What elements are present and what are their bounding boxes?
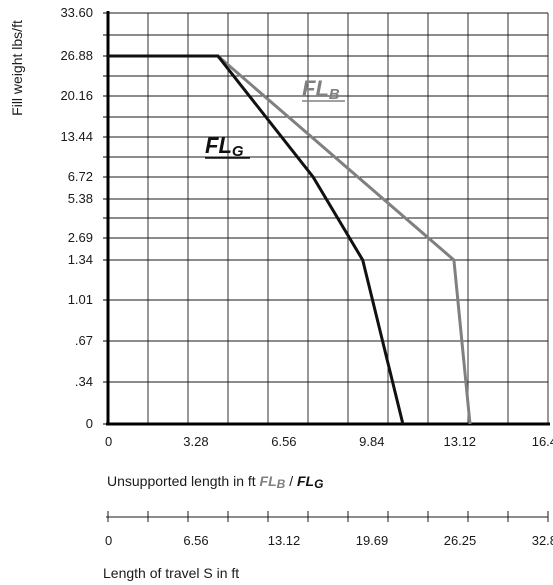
series-label-flg-sub: G <box>232 143 244 160</box>
y-tick-label: 26.88 <box>60 48 93 63</box>
x-tick-label: 9.84 <box>359 434 384 449</box>
series-label-flb: FLB <box>302 76 345 103</box>
secondary-tick-label: 19.69 <box>356 533 389 548</box>
x-tick-labels: 0 3.28 6.56 9.84 13.12 16.41 <box>105 434 553 449</box>
y-tick-label: 20.16 <box>60 88 93 103</box>
y-tick-labels: 33.60 26.88 20.16 13.44 6.72 5.38 2.69 1.34 1.01… <box>60 5 93 431</box>
x-tick-label: 6.56 <box>271 434 296 449</box>
x-axis-title-prefix: Unsupported length in ft <box>107 473 256 489</box>
y-tick-label: 5.38 <box>68 191 93 206</box>
series-line-flb <box>108 54 472 425</box>
y-tick-label: 0 <box>86 416 93 431</box>
plot-grid <box>103 11 550 426</box>
x-tick-label: 0 <box>105 434 112 449</box>
x-axis-title-flg: FLG <box>297 473 323 491</box>
svg-text:FLB: FLB <box>302 76 340 103</box>
y-tick-label: 13.44 <box>60 129 93 144</box>
x-axis-title-flb: FLB <box>260 473 286 491</box>
y-tick-label: .34 <box>75 374 93 389</box>
secondary-tick-label: 6.56 <box>183 533 208 548</box>
series-label-flg: FLG <box>205 133 250 160</box>
x-tick-label: 16.41 <box>532 434 553 449</box>
series-label-flb-main: FL <box>302 76 329 101</box>
secondary-x-axis: 0 6.56 13.12 19.69 26.25 32.81 <box>105 511 553 548</box>
y-tick-label: .67 <box>75 333 93 348</box>
series-line-flg <box>108 54 405 425</box>
secondary-tick-label: 26.25 <box>444 533 477 548</box>
y-tick-label: 6.72 <box>68 169 93 184</box>
y-tick-label: 2.69 <box>68 230 93 245</box>
x-tick-label: 3.28 <box>183 434 208 449</box>
secondary-x-axis-title: Length of travel S in ft <box>103 565 239 581</box>
y-tick-label: 33.60 <box>60 5 93 20</box>
series-label-flb-sub: B <box>329 86 340 103</box>
y-axis-title: Fill weight lbs/ft <box>9 20 25 116</box>
secondary-tick-label: 32.81 <box>532 533 553 548</box>
secondary-tick-label: 0 <box>105 533 112 548</box>
x-tick-label: 13.12 <box>444 434 477 449</box>
svg-text:FLG: FLG <box>205 133 244 160</box>
secondary-tick-label: 13.12 <box>268 533 301 548</box>
y-tick-label: 1.01 <box>68 292 93 307</box>
y-tick-label: 1.34 <box>68 252 93 267</box>
x-axis-title: Unsupported length in ft FLB / FLG <box>107 473 323 491</box>
x-axis-title-sep: / <box>285 473 297 489</box>
series-lines <box>108 54 472 425</box>
series-label-flg-main: FL <box>205 133 232 158</box>
